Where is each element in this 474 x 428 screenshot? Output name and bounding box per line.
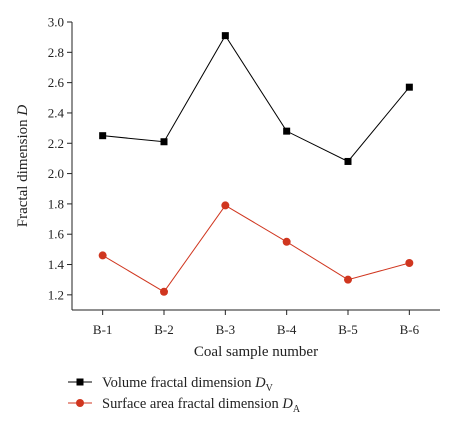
x-tick-label: B-4 <box>277 322 297 337</box>
y-axis-title: Fractal dimension D <box>15 105 31 228</box>
legend-item-surface: Surface area fractal dimension DA <box>68 396 301 415</box>
legend-label-surface: Surface area fractal dimension DA <box>102 396 301 415</box>
y-tick-label: 1.4 <box>48 257 65 272</box>
data-point <box>405 259 414 268</box>
x-tick-label: B-5 <box>338 322 358 337</box>
plot-area: 1.2 1.4 1.6 1.8 2.0 2.2 2.4 2.6 2.8 3.0 B-1 B-2 B-3… <box>48 15 440 337</box>
series-line <box>102 204 410 293</box>
x-tick-label: B-6 <box>400 322 420 337</box>
series-line <box>102 34 410 163</box>
legend-surface-name: Surface area fractal dimension <box>102 396 279 412</box>
data-point <box>282 237 291 246</box>
y-tick-label: 1.6 <box>48 227 65 242</box>
legend-marker-circle-icon <box>76 399 84 407</box>
data-point <box>99 132 107 140</box>
y-tick-label: 2.0 <box>48 166 64 181</box>
data-point <box>221 201 230 210</box>
y-tick-label: 1.8 <box>48 196 64 211</box>
x-tick-label: B-2 <box>154 322 174 337</box>
series-layer <box>98 32 414 296</box>
y-tick-label: 2.8 <box>48 45 64 60</box>
x-axis-title: Coal sample number <box>194 344 318 360</box>
y-tick-label: 2.4 <box>48 105 65 120</box>
y-tick-label: 2.6 <box>48 75 65 90</box>
y-tick-label: 3.0 <box>48 15 64 30</box>
data-point <box>160 138 168 146</box>
legend-surface-subscript: A <box>293 404 301 415</box>
legend: Volume fractal dimension DV Surface area… <box>68 375 301 415</box>
x-tick-label: B-1 <box>93 322 113 337</box>
y-tick-label: 2.2 <box>48 136 64 151</box>
y-axis-title-symbol: D <box>15 105 31 117</box>
x-tick-label: B-3 <box>216 322 236 337</box>
data-point <box>160 287 168 296</box>
legend-volume-subscript: V <box>266 383 274 394</box>
data-point <box>344 157 352 165</box>
data-point <box>344 275 352 284</box>
legend-volume-symbol: D <box>254 375 266 391</box>
x-ticks: B-1 B-2 B-3 B-4 B-5 B-6 <box>93 310 420 337</box>
data-point <box>221 32 229 40</box>
y-axis-title-text: Fractal dimension <box>15 119 31 227</box>
y-ticks: 1.2 1.4 1.6 1.8 2.0 2.2 2.4 2.6 2.8 3.0 <box>48 15 72 302</box>
legend-volume-name: Volume fractal dimension <box>102 375 252 391</box>
legend-item-volume: Volume fractal dimension DV <box>68 375 274 394</box>
y-tick-label: 1.2 <box>48 287 64 302</box>
data-point <box>98 251 107 260</box>
series-1 <box>98 201 414 296</box>
legend-label-volume: Volume fractal dimension DV <box>102 375 274 394</box>
series-0 <box>99 32 413 165</box>
legend-surface-symbol: D <box>281 396 293 412</box>
data-point <box>283 127 291 135</box>
data-point <box>405 83 413 91</box>
legend-marker-square-icon <box>76 378 84 386</box>
